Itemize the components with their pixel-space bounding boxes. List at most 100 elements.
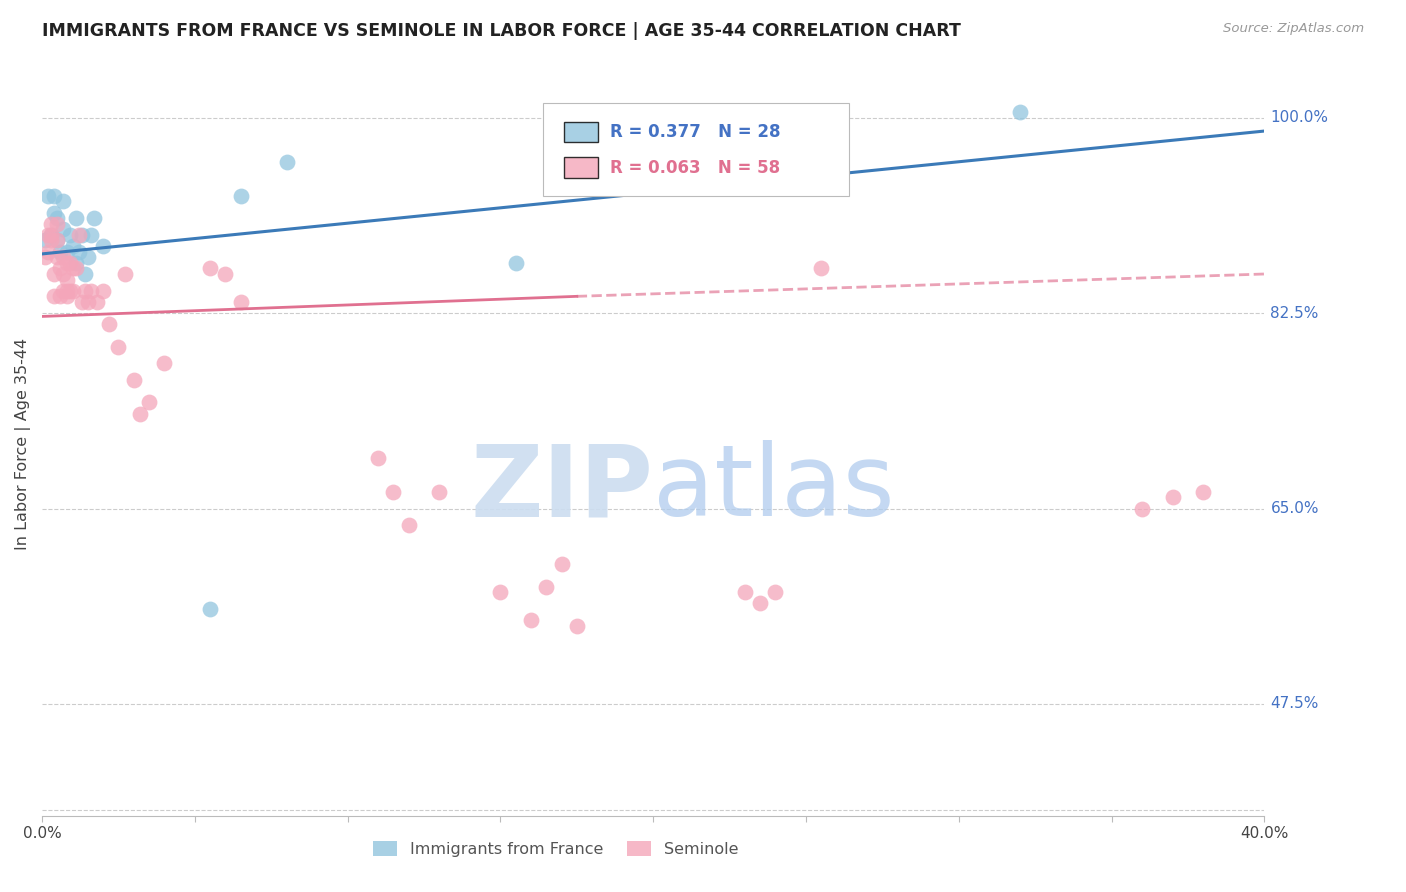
Text: atlas: atlas bbox=[654, 441, 894, 537]
Point bbox=[80, 284, 103, 298]
Point bbox=[153, 356, 176, 370]
Point bbox=[734, 585, 756, 599]
Point bbox=[52, 284, 75, 298]
Point bbox=[55, 272, 77, 286]
Point bbox=[73, 284, 96, 298]
Point bbox=[62, 261, 84, 276]
FancyBboxPatch shape bbox=[564, 121, 598, 143]
Point bbox=[52, 250, 75, 264]
Point bbox=[214, 267, 236, 281]
Point bbox=[62, 284, 84, 298]
Point bbox=[46, 234, 69, 248]
Point bbox=[91, 284, 114, 298]
Point bbox=[67, 227, 90, 242]
Point bbox=[55, 284, 77, 298]
Point bbox=[427, 484, 450, 499]
Point bbox=[550, 558, 572, 572]
Point bbox=[46, 234, 69, 248]
Point bbox=[122, 373, 145, 387]
Point bbox=[34, 234, 56, 248]
Point bbox=[398, 518, 420, 533]
Point bbox=[70, 227, 93, 242]
Point bbox=[1130, 501, 1153, 516]
Point bbox=[107, 340, 129, 354]
Point bbox=[565, 619, 588, 633]
Text: 47.5%: 47.5% bbox=[1271, 697, 1319, 712]
Point bbox=[1008, 105, 1031, 120]
Point bbox=[91, 239, 114, 253]
Point bbox=[749, 597, 772, 611]
Point bbox=[59, 227, 82, 242]
Text: 100.0%: 100.0% bbox=[1271, 110, 1329, 125]
Point bbox=[77, 294, 100, 309]
Point bbox=[114, 267, 136, 281]
FancyBboxPatch shape bbox=[543, 103, 849, 195]
Point bbox=[49, 244, 72, 259]
Point bbox=[505, 256, 527, 270]
Legend: Immigrants from France, Seminole: Immigrants from France, Seminole bbox=[367, 835, 744, 863]
Point bbox=[489, 585, 512, 599]
Point bbox=[128, 407, 150, 421]
Point bbox=[80, 227, 103, 242]
Text: IMMIGRANTS FROM FRANCE VS SEMINOLE IN LABOR FORCE | AGE 35-44 CORRELATION CHART: IMMIGRANTS FROM FRANCE VS SEMINOLE IN LA… bbox=[42, 22, 962, 40]
Point bbox=[1161, 491, 1184, 505]
Point bbox=[382, 484, 405, 499]
Text: Source: ZipAtlas.com: Source: ZipAtlas.com bbox=[1223, 22, 1364, 36]
Point bbox=[52, 194, 75, 209]
Text: 82.5%: 82.5% bbox=[1271, 306, 1319, 320]
Point bbox=[198, 261, 221, 276]
Y-axis label: In Labor Force | Age 35-44: In Labor Force | Age 35-44 bbox=[15, 338, 31, 550]
Point bbox=[520, 613, 543, 627]
Point bbox=[52, 267, 75, 281]
Text: 65.0%: 65.0% bbox=[1271, 501, 1319, 516]
Text: R = 0.377   N = 28: R = 0.377 N = 28 bbox=[610, 123, 780, 141]
Point bbox=[39, 234, 62, 248]
Point bbox=[44, 189, 66, 203]
Point bbox=[44, 289, 66, 303]
Point bbox=[86, 294, 108, 309]
Point bbox=[34, 250, 56, 264]
FancyBboxPatch shape bbox=[564, 158, 598, 178]
Point bbox=[765, 585, 787, 599]
Point bbox=[1192, 484, 1215, 499]
Point bbox=[83, 211, 105, 226]
Point bbox=[49, 261, 72, 276]
Point bbox=[55, 244, 77, 259]
Point bbox=[810, 261, 832, 276]
Point bbox=[59, 256, 82, 270]
Point bbox=[52, 222, 75, 236]
Point bbox=[229, 294, 252, 309]
Point bbox=[44, 267, 66, 281]
Point bbox=[59, 284, 82, 298]
Point bbox=[55, 289, 77, 303]
Point bbox=[73, 267, 96, 281]
Point bbox=[65, 261, 87, 276]
Point bbox=[276, 155, 298, 169]
Text: R = 0.063   N = 58: R = 0.063 N = 58 bbox=[610, 159, 780, 177]
Point bbox=[46, 250, 69, 264]
Point bbox=[37, 227, 59, 242]
Point bbox=[46, 211, 69, 226]
Point bbox=[39, 217, 62, 231]
Point bbox=[49, 289, 72, 303]
Point bbox=[65, 256, 87, 270]
Point bbox=[536, 580, 558, 594]
Point bbox=[37, 189, 59, 203]
Point bbox=[367, 451, 389, 466]
Point bbox=[70, 294, 93, 309]
Point bbox=[229, 189, 252, 203]
Point bbox=[46, 217, 69, 231]
Point bbox=[138, 395, 160, 409]
Point bbox=[39, 227, 62, 242]
Point bbox=[39, 227, 62, 242]
Point bbox=[62, 239, 84, 253]
Point bbox=[37, 244, 59, 259]
Point bbox=[77, 250, 100, 264]
Point bbox=[55, 256, 77, 270]
Point bbox=[67, 244, 90, 259]
Point bbox=[98, 318, 121, 332]
Point bbox=[198, 602, 221, 616]
Text: ZIP: ZIP bbox=[471, 441, 654, 537]
Point bbox=[65, 211, 87, 226]
Point bbox=[703, 111, 725, 125]
